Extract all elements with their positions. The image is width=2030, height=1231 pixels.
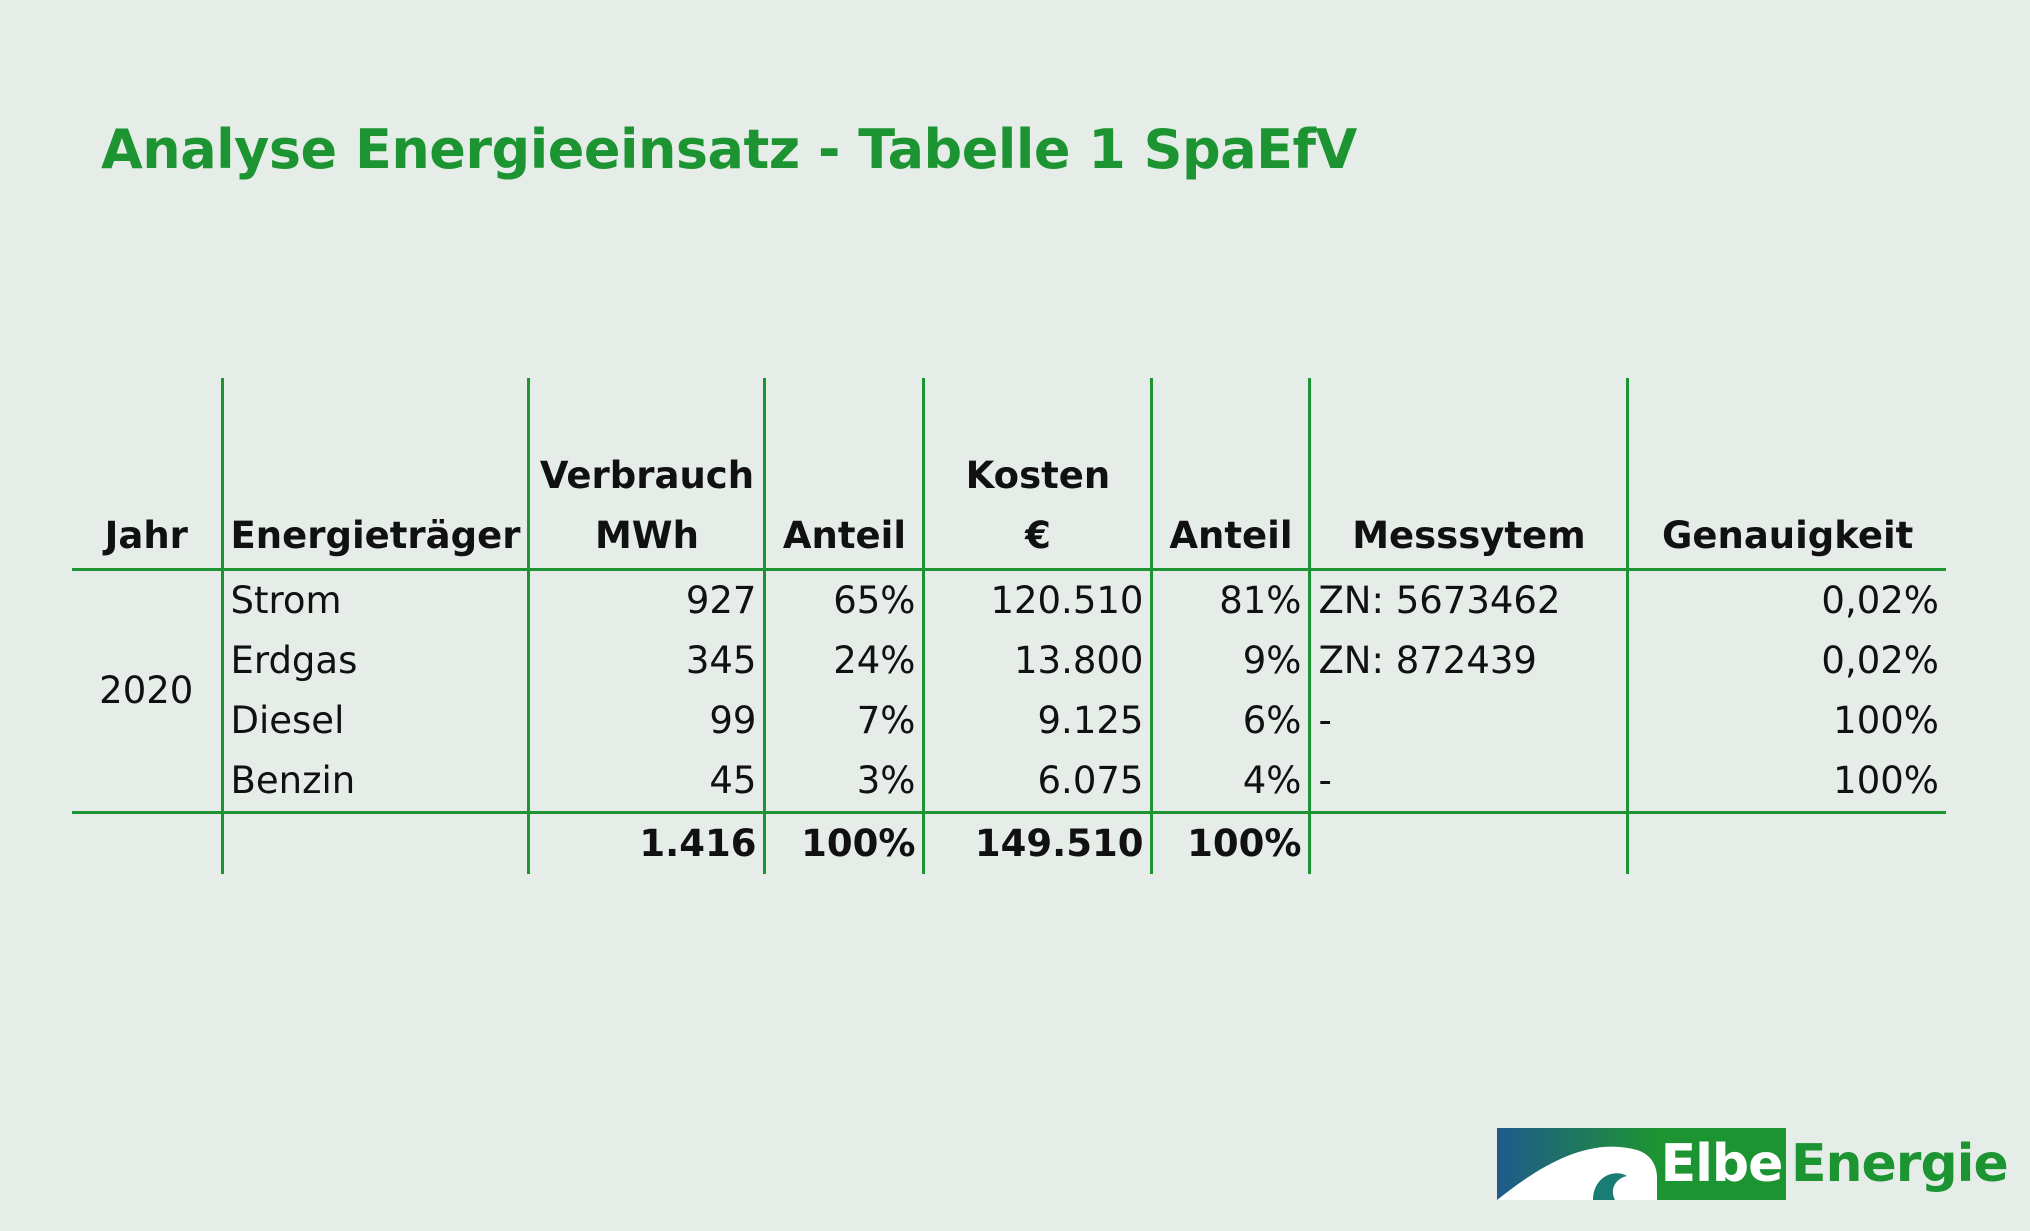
total-anteil-kosten: 100% <box>1150 812 1310 874</box>
cell-kosten: 6.075 <box>922 751 1152 813</box>
cell-verbrauch: 45 <box>527 751 765 813</box>
table-row: 2020 Strom 927 65% 120.510 81% ZN: 56734… <box>72 569 1946 712</box>
cell-traeger: Benzin <box>220 751 529 813</box>
header-anteil-kosten: Anteil <box>1150 378 1310 570</box>
slide-title: Analyse Energieeinsatz - Tabelle 1 SpaEf… <box>101 118 1357 181</box>
cell-kosten: 13.800 <box>922 631 1152 691</box>
cell-messsystem: ZN: 872439 <box>1308 631 1628 691</box>
table-row: Erdgas 345 24% 13.800 9% ZN: 872439 0,02… <box>72 631 1946 691</box>
cell-anteil-verbrauch: 3% <box>763 751 924 813</box>
elbe-energie-logo: Elbe Energie <box>1497 1128 2009 1200</box>
header-messsystem: Messsytem <box>1308 378 1628 570</box>
totals-empty-jahr <box>72 813 222 875</box>
energy-table: Jahr Energieträger Verbrauch MWh Anteil … <box>72 378 1946 874</box>
cell-anteil-kosten: 81% <box>1150 569 1310 631</box>
logo-energie-text: Energie <box>1791 1134 2009 1194</box>
total-anteil-verbrauch: 100% <box>763 812 924 874</box>
header-row: Jahr Energieträger Verbrauch MWh Anteil … <box>72 378 1946 570</box>
totals-row: 1.416 100% 149.510 100% <box>72 812 1946 875</box>
cell-kosten: 120.510 <box>922 569 1152 631</box>
cell-anteil-verbrauch: 24% <box>763 631 924 691</box>
cell-traeger: Strom <box>220 569 529 631</box>
header-jahr: Jahr <box>104 514 188 557</box>
cell-genauigkeit: 100% <box>1626 751 1946 813</box>
cell-traeger: Diesel <box>220 691 529 751</box>
header-verbrauch: Verbrauch MWh <box>527 378 765 570</box>
header-kosten-unit: € <box>1025 514 1051 557</box>
cell-messsystem: ZN: 5673462 <box>1308 569 1628 631</box>
table-row: Diesel 99 7% 9.125 6% - 100% <box>72 691 1946 751</box>
header-energietraeger: Energieträger <box>220 378 529 570</box>
cell-verbrauch: 99 <box>527 691 765 751</box>
cell-verbrauch: 345 <box>527 631 765 691</box>
cell-traeger: Erdgas <box>220 631 529 691</box>
cell-anteil-verbrauch: 65% <box>763 569 924 631</box>
header-kosten: Kosten € <box>922 378 1152 570</box>
header-verbrauch-label: Verbrauch <box>539 454 755 497</box>
table-row: Benzin 45 3% 6.075 4% - 100% <box>72 751 1946 813</box>
cell-anteil-verbrauch: 7% <box>763 691 924 751</box>
cell-verbrauch: 927 <box>527 569 765 631</box>
total-verbrauch: 1.416 <box>527 812 765 874</box>
cell-messsystem: - <box>1308 751 1628 813</box>
cell-kosten: 9.125 <box>922 691 1152 751</box>
logo-elbe-text: Elbe <box>1657 1128 1786 1200</box>
year-cell: 2020 <box>99 669 194 712</box>
cell-messsystem: - <box>1308 691 1628 751</box>
cell-genauigkeit: 0,02% <box>1626 631 1946 691</box>
cell-genauigkeit: 0,02% <box>1626 569 1946 631</box>
totals-empty-messsystem <box>1308 812 1628 874</box>
totals-empty-traeger <box>220 812 529 874</box>
cell-anteil-kosten: 6% <box>1150 691 1310 751</box>
wave-icon <box>1497 1128 1657 1200</box>
total-kosten: 149.510 <box>922 812 1152 874</box>
header-verbrauch-unit: MWh <box>594 514 699 557</box>
header-kosten-label: Kosten <box>965 454 1111 497</box>
cell-anteil-kosten: 9% <box>1150 631 1310 691</box>
cell-anteil-kosten: 4% <box>1150 751 1310 813</box>
header-anteil-verbrauch: Anteil <box>763 378 924 570</box>
header-genauigkeit: Genauigkeit <box>1626 378 1946 570</box>
cell-genauigkeit: 100% <box>1626 691 1946 751</box>
totals-empty-genauigkeit <box>1626 812 1946 874</box>
